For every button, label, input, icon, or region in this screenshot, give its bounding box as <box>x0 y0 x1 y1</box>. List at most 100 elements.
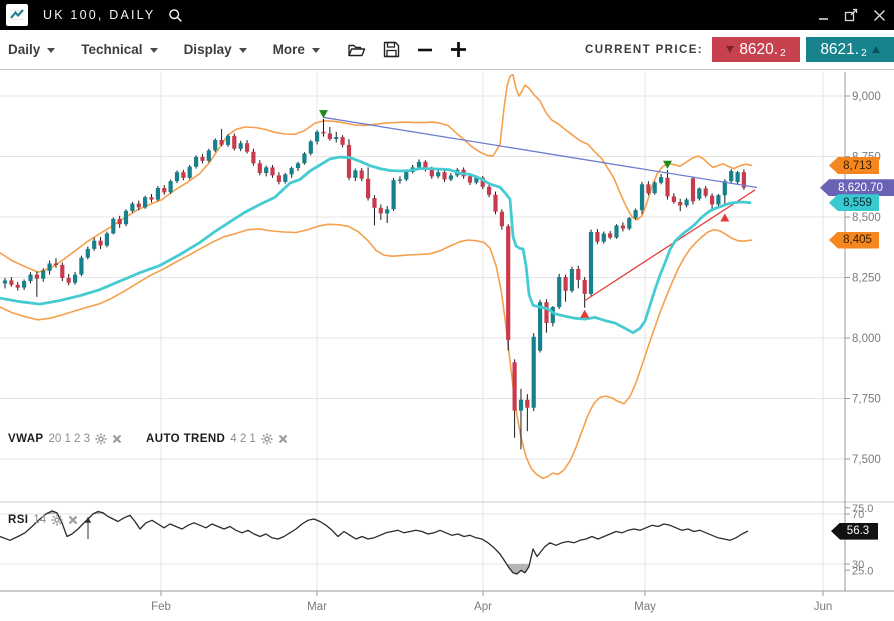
candle-up <box>448 175 453 180</box>
candle-up <box>225 135 231 145</box>
buy-price-button[interactable]: 8621. 2 <box>806 37 894 62</box>
open-folder-icon[interactable] <box>347 42 366 58</box>
candle-up <box>187 166 192 178</box>
rsi-line <box>0 510 749 575</box>
candle-up <box>633 210 638 219</box>
candle-down <box>582 279 587 294</box>
candle-down <box>544 302 549 323</box>
candle-down <box>346 144 352 178</box>
current-price-group: CURRENT PRICE: 8620. 2 8621. 2 <box>585 37 894 62</box>
candle-up <box>194 157 199 167</box>
minimize-icon[interactable] <box>818 9 830 21</box>
rsi-axis-label: 70 <box>852 509 864 521</box>
zoom-in-icon[interactable] <box>450 41 467 58</box>
candle-down <box>340 137 345 145</box>
candle-down <box>15 284 20 288</box>
candle-up <box>206 150 211 161</box>
candle-up <box>123 210 129 225</box>
candle-down <box>98 240 103 246</box>
menu-more-label: More <box>272 42 305 57</box>
candle-down <box>563 277 568 291</box>
candle-down <box>710 195 715 205</box>
candle-down <box>678 202 683 206</box>
price-tag-cyan: 8,559 <box>829 194 879 212</box>
sell-price-main: 8620. <box>739 40 779 58</box>
candle-up <box>416 161 422 168</box>
candle-up <box>104 233 109 246</box>
gear-icon[interactable] <box>95 433 107 445</box>
candle-down <box>136 203 141 208</box>
trend-marker-red <box>720 213 730 222</box>
chart-canvas[interactable]: FebMarAprMayJun9,0008,7508,5008,2508,000… <box>0 70 894 620</box>
candle-down <box>327 133 332 140</box>
candle-up <box>601 233 606 242</box>
candle-down <box>270 167 275 176</box>
price-tag-orange: 8,405 <box>829 231 879 249</box>
candle-down <box>219 140 224 145</box>
close-icon[interactable] <box>873 9 886 22</box>
candle-up <box>283 174 288 182</box>
popout-icon[interactable] <box>844 8 859 22</box>
candle-up <box>588 232 594 294</box>
candle-up <box>659 177 664 183</box>
arrow-down-icon <box>726 46 735 53</box>
sell-price-button[interactable]: 8620. 2 <box>712 37 800 62</box>
candle-down <box>690 178 696 202</box>
candle-up <box>391 180 396 210</box>
menu-technical[interactable]: Technical <box>81 42 158 57</box>
candle-down <box>665 177 670 197</box>
candle-up <box>143 197 148 208</box>
current-price-label: CURRENT PRICE: <box>585 43 703 56</box>
candle-up <box>308 141 313 154</box>
candle-down <box>378 207 383 214</box>
candle-up <box>697 188 702 199</box>
auto-trendline-blue <box>322 116 758 189</box>
zoom-out-icon[interactable] <box>417 42 433 58</box>
candle-up <box>28 274 33 282</box>
candle-down <box>429 169 434 177</box>
rsi-axis-label: 30 <box>852 559 864 571</box>
candle-up <box>397 179 402 181</box>
y-axis-label: 8,500 <box>852 212 881 224</box>
candle-up <box>289 168 294 175</box>
gear-icon[interactable] <box>51 514 63 526</box>
buy-price-fraction: 2 <box>861 48 867 59</box>
close-icon[interactable] <box>68 515 78 525</box>
rsi-arrow-head <box>84 516 92 523</box>
y-axis-label: 8,000 <box>852 333 881 345</box>
candle-down <box>646 184 651 194</box>
menu-timeframe[interactable]: Daily <box>8 42 56 57</box>
candle-down <box>251 151 256 164</box>
candle-down <box>60 264 65 278</box>
candle-up <box>264 167 269 173</box>
candle-down <box>117 218 122 225</box>
rsi-value-badge: 56.3 <box>831 522 878 540</box>
y-axis-label: 7,500 <box>852 454 881 466</box>
chevron-down-icon <box>311 48 320 53</box>
candle-up <box>111 218 116 234</box>
chevron-down-icon <box>149 48 158 53</box>
candle-up <box>716 195 721 205</box>
candle-down <box>576 269 581 280</box>
candle-up <box>639 184 645 211</box>
vwap-name: VWAP <box>8 433 44 445</box>
candle-up <box>92 240 97 249</box>
x-axis-label: Feb <box>151 601 171 613</box>
save-icon[interactable] <box>383 41 400 58</box>
search-icon[interactable] <box>168 8 183 23</box>
menu-more[interactable]: More <box>273 42 320 57</box>
menu-display[interactable]: Display <box>184 42 247 57</box>
candle-down <box>512 362 517 411</box>
indicator-label-vwap: VWAP 20 1 2 3 AUTO TREND 4 2 1 <box>8 433 288 445</box>
candle-down <box>480 177 485 187</box>
close-icon[interactable] <box>112 434 122 444</box>
candle-up <box>569 269 574 291</box>
candle-down <box>620 225 625 229</box>
candle-down <box>34 274 39 279</box>
close-icon[interactable] <box>278 434 288 444</box>
indicator-label-rsi: RSI 14 <box>8 514 78 526</box>
vwap-params: 20 1 2 3 <box>48 433 91 445</box>
gear-icon[interactable] <box>261 433 273 445</box>
candle-up <box>722 181 727 196</box>
candle-up <box>614 225 619 238</box>
